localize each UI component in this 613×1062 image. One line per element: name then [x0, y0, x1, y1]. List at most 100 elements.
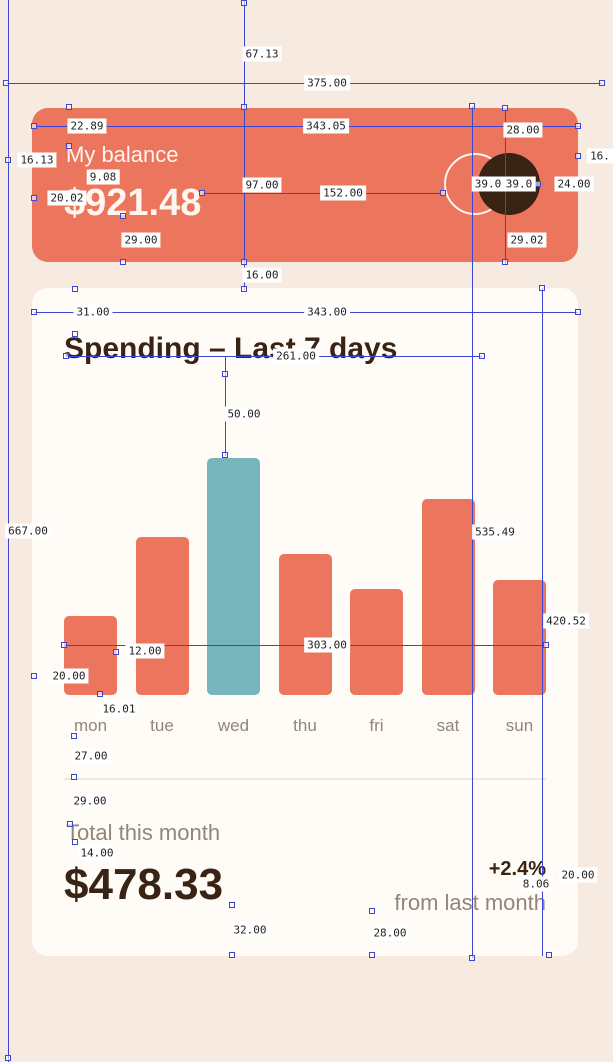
guide-handle: [543, 642, 549, 648]
measure-label: 27.00: [71, 748, 111, 764]
measure-label: 29.02: [507, 232, 547, 248]
guide-handle: [369, 952, 375, 958]
guide-handle: [502, 259, 508, 265]
measure-label: 8.06: [519, 876, 553, 892]
guide-handle: [229, 902, 235, 908]
measure-label: 667.00: [5, 523, 51, 539]
chart-day-label-tue: tue: [150, 716, 174, 735]
change-value: +2.4%: [488, 858, 546, 880]
guide-handle: [440, 190, 446, 196]
chart-bar-thu[interactable]: [278, 554, 332, 695]
measure-label: 9.08: [86, 169, 120, 185]
guide-handle: [66, 143, 72, 149]
measure-label: 24.00: [554, 176, 594, 192]
measure-label: 50.00: [224, 406, 264, 422]
guide-line: [225, 356, 226, 456]
measure-label: 20.00: [558, 867, 598, 883]
total-label: Total this month: [66, 820, 221, 845]
guide-handle: [120, 259, 126, 265]
chart-day-label-thu: thu: [293, 716, 317, 735]
measure-label: 16.13: [17, 152, 57, 168]
guide-handle: [97, 691, 103, 697]
chart-bar-tue[interactable]: [135, 536, 189, 695]
guide-handle: [3, 80, 9, 86]
spending-title: Spending – Last 7 days: [64, 332, 398, 365]
total-amount: $478.33: [64, 860, 224, 909]
guide-handle: [72, 286, 78, 292]
guide-handle: [369, 908, 375, 914]
guide-line: [6, 83, 602, 84]
guide-handle: [575, 153, 581, 159]
measure-label: 28.00: [503, 122, 543, 138]
spending-card: Spending – Last 7 days mon tue wed thu fri sa…: [32, 288, 578, 956]
measure-label: 20.00: [49, 668, 89, 684]
measure-label: 39.0: [502, 176, 536, 192]
measure-label: 32.00: [230, 922, 270, 938]
guide-handle: [31, 195, 37, 201]
chart-bar-sat[interactable]: [421, 499, 475, 695]
guide-handle: [479, 353, 485, 359]
divider: [64, 778, 546, 780]
measure-label: 303.00: [304, 637, 350, 653]
measure-label: 16.01: [99, 701, 139, 717]
guide-handle: [72, 839, 78, 845]
guide-handle: [61, 642, 67, 648]
chart-bar-fri[interactable]: [350, 589, 403, 695]
chart-day-label-sun: sun: [505, 716, 534, 735]
measure-label: 31.00: [73, 304, 113, 320]
measure-label: 14.00: [77, 845, 117, 861]
measure-label: 343.00: [304, 304, 350, 320]
guide-handle: [546, 952, 552, 958]
measure-label: 28.00: [370, 925, 410, 941]
measure-label: 67.13: [242, 46, 282, 62]
guide-handle: [502, 105, 508, 111]
change-caption: from last month: [394, 890, 546, 915]
guide-line: [244, 0, 245, 290]
measure-label: 29.00: [70, 793, 110, 809]
measure-label: 16.: [587, 148, 613, 164]
guide-handle: [241, 104, 247, 110]
chart-day-label-mon: mon: [73, 716, 108, 735]
measure-label: 375.00: [304, 75, 350, 91]
guide-handle: [222, 371, 228, 377]
guide-handle: [67, 821, 73, 827]
chart-day-label-wed: wed: [217, 716, 250, 735]
guide-handle: [31, 673, 37, 679]
measure-label: 12.00: [125, 643, 165, 659]
measure-label: 39.0: [471, 176, 505, 192]
guide-handle: [241, 259, 247, 265]
guide-handle: [113, 649, 119, 655]
guide-handle: [5, 157, 11, 163]
measure-label: 97.00: [242, 177, 282, 193]
chart-bar-wed[interactable]: [207, 458, 260, 695]
measure-label: 152.00: [320, 185, 366, 201]
guide-handle: [539, 285, 545, 291]
chart-bar-sun[interactable]: [493, 579, 546, 695]
guide-handle: [72, 331, 78, 337]
guide-handle: [5, 1055, 11, 1061]
guide-handle: [31, 123, 37, 129]
guide-handle: [241, 0, 247, 6]
measure-label: 343.05: [303, 118, 349, 134]
guide-handle: [31, 309, 37, 315]
guide-handle: [120, 213, 126, 219]
guide-handle: [229, 952, 235, 958]
chart-day-label-sat: sat: [436, 716, 460, 735]
guide-handle: [535, 181, 541, 187]
guide-handle: [599, 80, 605, 86]
measure-label: 29.00: [121, 232, 161, 248]
guide-handle: [71, 733, 77, 739]
chart-day-label-fri: fri: [369, 716, 384, 735]
guide-handle: [241, 286, 247, 292]
guide-handle: [469, 955, 475, 961]
guide-handle: [71, 774, 77, 780]
spending-chart: mon tue wed thu fri sat sun: [32, 288, 578, 748]
measure-label: 20.02: [47, 190, 87, 206]
guide-handle: [63, 353, 69, 359]
guide-handle: [469, 103, 475, 109]
guide-line: [542, 288, 543, 956]
guide-handle: [575, 309, 581, 315]
guide-handle: [66, 104, 72, 110]
guide-handle: [222, 452, 228, 458]
